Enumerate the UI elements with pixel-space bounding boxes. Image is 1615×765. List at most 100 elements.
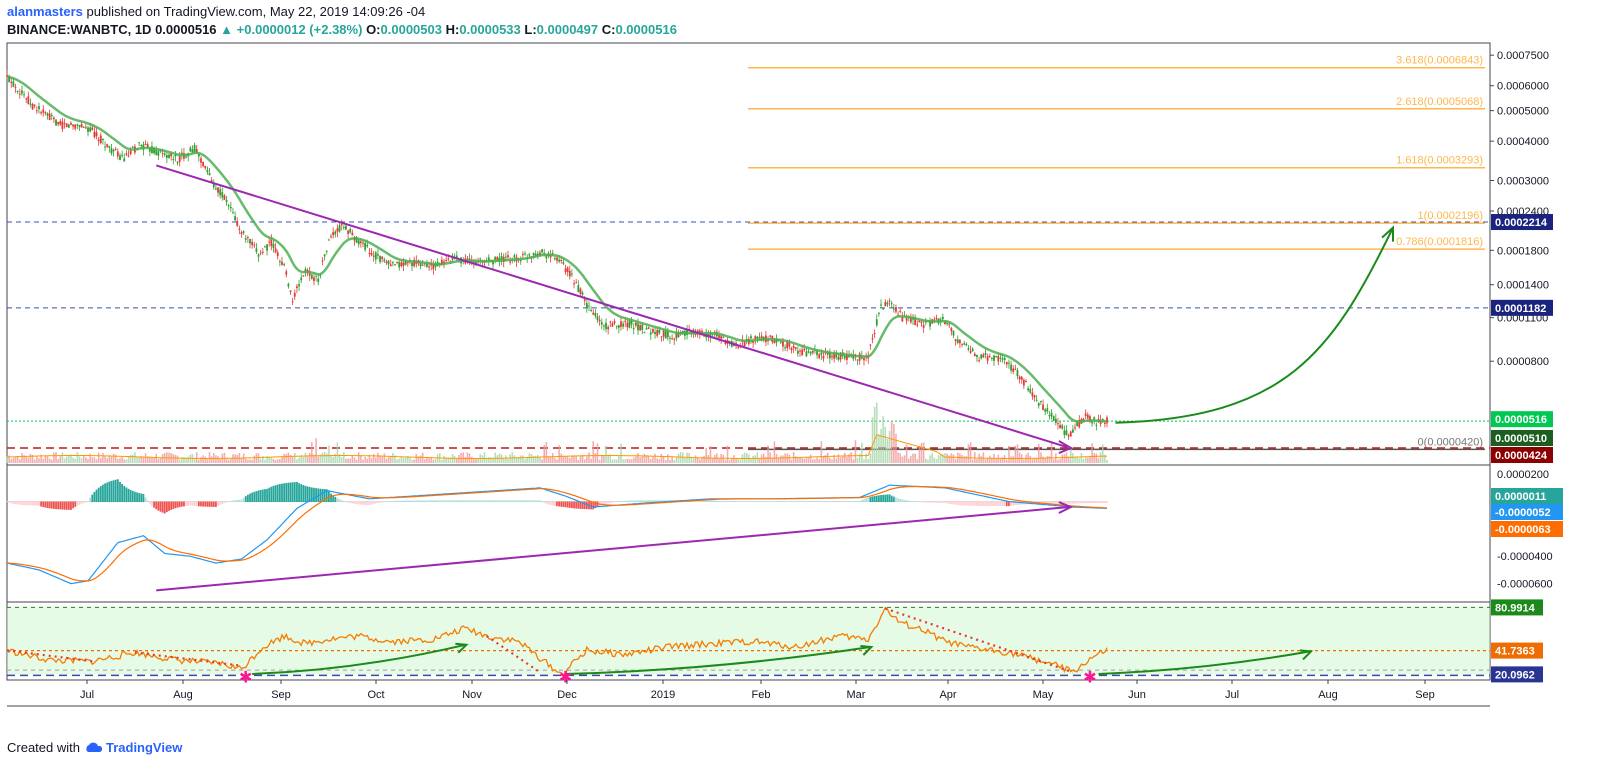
candle-body xyxy=(334,231,337,235)
price-marker-label: 0.0000510 xyxy=(1495,433,1547,445)
macd-histogram-bar xyxy=(613,501,616,503)
candle-body xyxy=(758,337,761,339)
volume-bar xyxy=(965,456,968,463)
macd-histogram-bar xyxy=(999,501,1002,507)
macd-histogram-bar xyxy=(564,501,567,508)
macd-histogram-bar xyxy=(519,500,522,503)
volume-bar xyxy=(1037,443,1040,463)
tradingview-brand: TradingView xyxy=(105,740,183,755)
macd-histogram-bar xyxy=(355,501,358,505)
macd-histogram-bar xyxy=(814,501,816,503)
volume-bar xyxy=(247,459,249,463)
volume-bar xyxy=(249,459,251,463)
macd-histogram-bar xyxy=(136,492,138,503)
candle-body xyxy=(950,328,953,332)
volume-bar xyxy=(161,453,164,463)
candle-body xyxy=(253,244,256,246)
tradingview-logo[interactable]: TradingView xyxy=(84,740,182,755)
macd-histogram-bar xyxy=(1071,501,1074,504)
macd-histogram-bar xyxy=(1103,501,1106,503)
rsi-rising-arrow xyxy=(252,643,466,675)
volume-bar xyxy=(470,456,473,463)
macd-histogram-bar xyxy=(35,501,38,506)
macd-histogram-bar xyxy=(334,496,337,503)
price-axis-label: 0.0006000 xyxy=(1497,81,1549,93)
macd-histogram-bar xyxy=(978,501,980,506)
candle-body xyxy=(151,146,153,154)
macd-histogram-bar xyxy=(116,479,119,503)
candle-body xyxy=(882,308,885,310)
volume-bar xyxy=(622,459,624,463)
candle-body xyxy=(660,336,663,338)
candle-body xyxy=(285,271,288,275)
macd-histogram-bar xyxy=(91,494,94,503)
macd-histogram-bar xyxy=(176,501,179,508)
candle-body xyxy=(411,262,413,267)
macd-histogram-bar xyxy=(110,480,113,503)
candle-body xyxy=(643,332,646,334)
macd-histogram-bar xyxy=(234,500,237,503)
macd-histogram-bar xyxy=(799,501,801,503)
candle-body xyxy=(168,154,170,159)
candle-body xyxy=(877,312,880,314)
macd-histogram-bar xyxy=(276,484,279,503)
volume-bar xyxy=(217,456,219,463)
macd-histogram-bar xyxy=(581,501,584,510)
volume-bar xyxy=(777,457,780,463)
volume-bar xyxy=(880,428,882,463)
candle-body xyxy=(445,259,448,261)
macd-histogram-bar xyxy=(449,500,452,503)
projection-arrow xyxy=(1115,229,1393,424)
macd-histogram-bar xyxy=(272,485,275,503)
macd-histogram-bar xyxy=(801,501,804,503)
volume-bar xyxy=(1040,452,1042,463)
macd-histogram-bar xyxy=(568,501,571,508)
macd-histogram-bar xyxy=(146,500,149,503)
candle-body xyxy=(368,252,371,254)
macd-histogram-bar xyxy=(944,501,946,503)
volume-bar xyxy=(854,440,857,463)
volume-bar xyxy=(483,452,486,463)
candle-body xyxy=(1050,412,1053,417)
candle-body xyxy=(1016,370,1019,377)
author-name[interactable]: alanmasters xyxy=(7,4,83,19)
candle-body xyxy=(330,236,332,238)
symbol-label[interactable]: BINANCE:WANBTC, 1D xyxy=(7,22,152,37)
macd-histogram-bar xyxy=(873,496,876,503)
high-label: H: xyxy=(445,22,460,37)
macd-histogram-bar xyxy=(76,501,79,506)
rsi-value-badge xyxy=(1491,599,1543,616)
macd-histogram-bar xyxy=(594,501,597,509)
macd-histogram-bar xyxy=(366,501,369,506)
volume-bar xyxy=(496,455,499,463)
volume-bar xyxy=(259,458,262,463)
close-label: C: xyxy=(601,22,616,37)
macd-histogram-bar xyxy=(155,501,158,510)
macd-histogram-bar xyxy=(745,501,748,503)
macd-histogram-bar xyxy=(44,501,47,508)
macd-histogram-bar xyxy=(754,501,757,503)
candle-body xyxy=(80,124,83,128)
candle-body xyxy=(1042,404,1044,410)
macd-histogram-bar xyxy=(504,500,507,503)
volume-bar xyxy=(713,454,716,463)
macd-histogram-bar xyxy=(920,501,923,503)
candle-body xyxy=(528,254,531,256)
macd-histogram-bar xyxy=(14,501,17,505)
candle-body xyxy=(967,347,970,350)
bottom-marker-icon: ✱ xyxy=(239,669,252,686)
volume-bar xyxy=(1080,452,1083,463)
candle-body xyxy=(752,340,755,343)
candle-body xyxy=(232,212,234,214)
candle-body xyxy=(74,124,77,129)
candle-body xyxy=(494,256,497,260)
macd-histogram-bar xyxy=(954,501,957,505)
candle-body xyxy=(899,310,902,312)
time-axis-label: Sep xyxy=(1415,689,1435,701)
candle-body xyxy=(524,253,526,255)
volume-bar xyxy=(1023,459,1025,463)
rsi-arrowhead xyxy=(455,642,469,654)
candle-body xyxy=(413,259,416,267)
macd-histogram-bar xyxy=(498,500,501,503)
